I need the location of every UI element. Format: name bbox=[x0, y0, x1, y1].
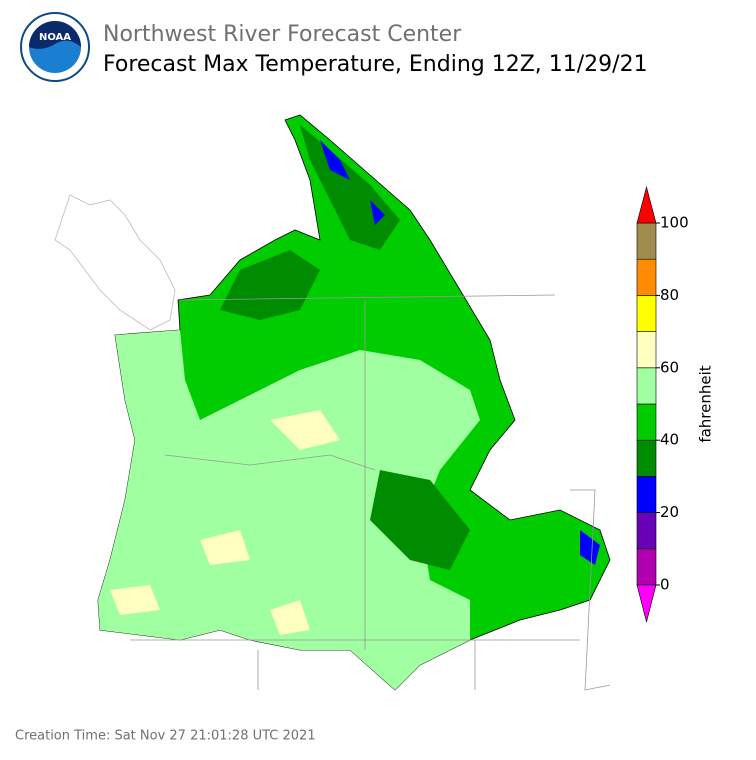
colorbar-tick-label: 0 bbox=[660, 576, 670, 594]
colorbar-over bbox=[636, 185, 657, 224]
title: Northwest River Forecast Center bbox=[103, 22, 462, 47]
state-borders bbox=[130, 294, 611, 691]
colorbar-bin bbox=[636, 258, 657, 296]
mountain-region bbox=[370, 470, 470, 570]
warm-region bbox=[110, 410, 340, 635]
colorbar-tick-label: 60 bbox=[660, 358, 679, 376]
colorbar-bin bbox=[636, 295, 657, 332]
colorbar: 0 20 40 60 80 100 bbox=[636, 185, 689, 623]
map bbox=[54, 114, 611, 691]
lowland-region bbox=[98, 330, 480, 690]
colorbar-tick-label: 100 bbox=[660, 214, 689, 232]
colorbar-bin bbox=[636, 476, 657, 513]
subtitle: Forecast Max Temperature, Ending 12Z, 11… bbox=[103, 52, 648, 77]
colorbar-bin bbox=[636, 548, 657, 586]
colorbar-bin bbox=[636, 222, 657, 260]
colorbar-tick-label: 80 bbox=[660, 286, 679, 304]
colorbar-bin bbox=[636, 403, 657, 441]
colorbar-tick-label: 40 bbox=[660, 431, 679, 449]
colorbar-under bbox=[636, 584, 657, 623]
colorbar-bin bbox=[636, 512, 657, 550]
logo-text: NOAA bbox=[39, 32, 71, 43]
noaa-logo: NOAA bbox=[20, 12, 90, 82]
colorbar-tick-label: 20 bbox=[660, 503, 679, 521]
creation-time: Creation Time: Sat Nov 27 21:01:28 UTC 2… bbox=[15, 729, 316, 744]
mountain-region bbox=[220, 250, 320, 320]
vancouver-island-outline bbox=[54, 194, 176, 331]
colorbar-bin bbox=[636, 367, 657, 405]
colorbar-label: fahrenheit bbox=[697, 365, 715, 442]
colorbar-bin bbox=[636, 331, 657, 369]
colorbar-bin bbox=[636, 439, 657, 477]
